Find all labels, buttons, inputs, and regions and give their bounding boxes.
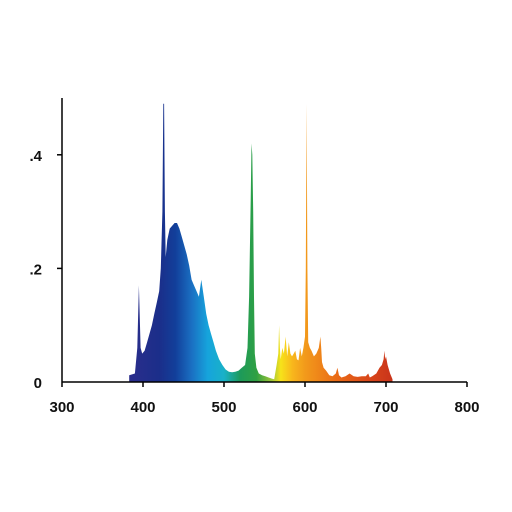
x-tick-label: 500 (211, 399, 236, 416)
x-tick-label: 700 (373, 399, 398, 416)
plot-area (129, 103, 393, 382)
x-tick-label: 300 (49, 399, 74, 416)
x-tick-label: 800 (454, 399, 479, 416)
spectrum-area-0 (129, 103, 393, 382)
y-tick-label: .2 (29, 261, 42, 278)
x-tick-label: 400 (130, 399, 155, 416)
y-tick-label: .4 (29, 148, 42, 165)
y-axis-ticks: 0 .2 .4 (29, 148, 62, 392)
x-tick-label: 600 (292, 399, 317, 416)
x-axis-ticks: 300 400 500 600 700 800 (49, 382, 480, 416)
y-tick-label: 0 (34, 375, 42, 392)
